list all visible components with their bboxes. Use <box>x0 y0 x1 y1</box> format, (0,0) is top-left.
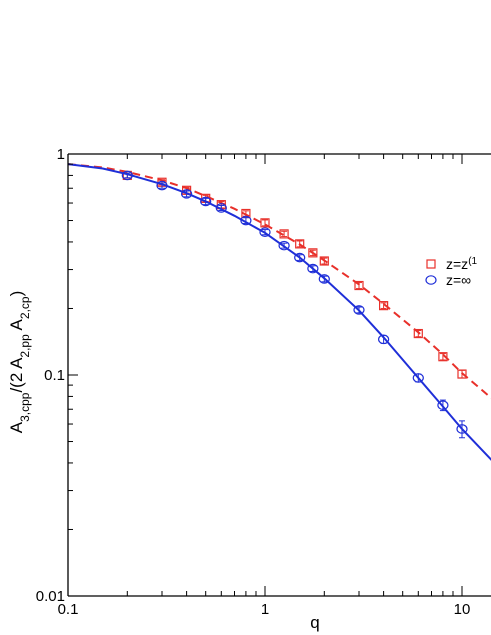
legend-item-z1-label: z=z(1 <box>446 256 478 273</box>
series-z1-curve <box>68 163 491 400</box>
legend: z=z(1z=∞ <box>425 256 478 288</box>
series-z1-marker <box>319 256 329 266</box>
series-zinf-marker <box>200 196 212 207</box>
series-z1-marker <box>279 229 289 239</box>
series-zinf-marker <box>353 305 365 315</box>
plot-area <box>68 163 491 461</box>
x-tick-label: 0.1 <box>58 601 79 618</box>
legend-item-z1-marker <box>426 259 436 269</box>
series-zinf-marker <box>215 203 227 213</box>
series-zinf-marker <box>259 227 271 237</box>
series-zinf-marker <box>181 189 193 199</box>
y-tick-label: 1 <box>57 146 65 163</box>
x-tick-label: 1 <box>261 601 269 618</box>
series-z1-marker <box>354 280 364 291</box>
series-zinf-marker <box>307 263 319 274</box>
series-z1-marker <box>457 369 467 379</box>
series-z1-marker <box>379 301 389 311</box>
axes: 0.1 1 100.010.11 <box>36 146 491 618</box>
series-zinf-marker <box>294 252 306 263</box>
legend-item-zinf-marker <box>425 275 437 285</box>
series-zinf-marker <box>412 373 424 383</box>
x-tick-label: 10 <box>454 601 471 618</box>
series-zinf-marker <box>456 424 468 434</box>
y-axis-label: A3,cpp/(2 A2,pp A2,cp) <box>7 291 32 434</box>
series-z1-marker <box>295 239 305 249</box>
y-tick-label: 0.01 <box>36 588 65 605</box>
series-zinf-marker <box>121 170 133 181</box>
series-zinf-marker <box>156 180 168 191</box>
legend-item-zinf-label: z=∞ <box>446 272 471 288</box>
series-zinf-marker <box>240 215 252 226</box>
series-zinf-marker <box>278 240 290 251</box>
series-zinf-marker <box>437 400 449 411</box>
series-z1-marker <box>438 352 448 362</box>
y-tick-label: 0.1 <box>44 367 65 384</box>
series-zinf-curve <box>68 163 491 461</box>
series-zinf-marker <box>318 274 330 284</box>
x-axis-label: q <box>310 613 319 632</box>
series-z1-marker <box>260 218 270 228</box>
series-z1-marker <box>413 328 423 339</box>
series-zinf-marker <box>378 334 390 345</box>
series-zinf <box>68 163 491 461</box>
series-z1-marker <box>308 248 318 258</box>
